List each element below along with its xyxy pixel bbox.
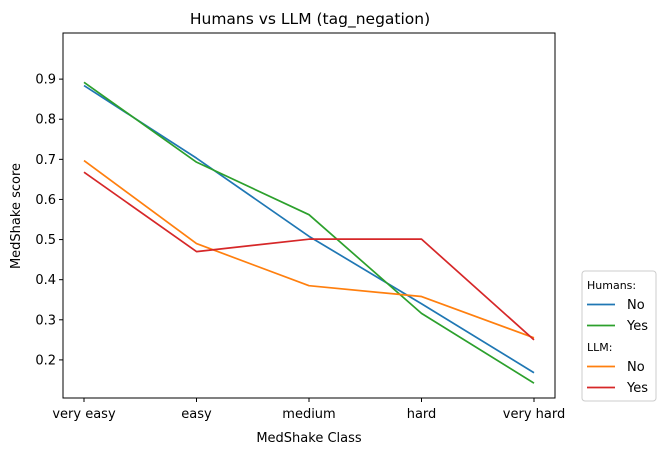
x-tick-label: very easy [52,407,116,422]
y-tick-label: 0.5 [35,233,56,248]
y-axis: 0.2 0.3 0.4 0.5 0.6 0.7 0.8 0.9 [35,73,63,368]
y-tick-label: 0.9 [35,73,56,88]
x-axis: very easy easy medium hard very hard [52,398,565,422]
legend-item-label: Yes [626,319,648,334]
x-tick-label: very hard [503,407,565,422]
y-tick-label: 0.7 [35,153,56,168]
legend: Humans: No Yes LLM: No Yes [581,270,657,402]
legend-box [581,270,657,402]
series-line-1 [83,81,535,384]
x-tick-label: hard [407,407,437,422]
y-axis-label: MedShake score [9,163,24,269]
x-tick-label: easy [181,407,212,422]
legend-item-label: Yes [626,381,648,396]
legend-group-title: Humans: [587,279,636,292]
legend-item-label: No [627,360,645,375]
y-tick-label: 0.3 [35,313,56,328]
y-tick-label: 0.2 [35,353,56,368]
y-tick-label: 0.4 [35,273,56,288]
legend-group-title: LLM: [587,341,612,354]
legend-item-label: No [627,298,645,313]
y-tick-label: 0.8 [35,113,56,128]
x-axis-label: MedShake Class [256,431,362,446]
y-tick-label: 0.6 [35,193,56,208]
plot-lines [83,81,535,384]
series-line-3 [83,171,535,341]
chart-title: Humans vs LLM (tag_negation) [190,10,430,29]
series-line-0 [83,84,535,374]
series-line-2 [83,159,535,339]
x-tick-label: medium [282,407,335,422]
